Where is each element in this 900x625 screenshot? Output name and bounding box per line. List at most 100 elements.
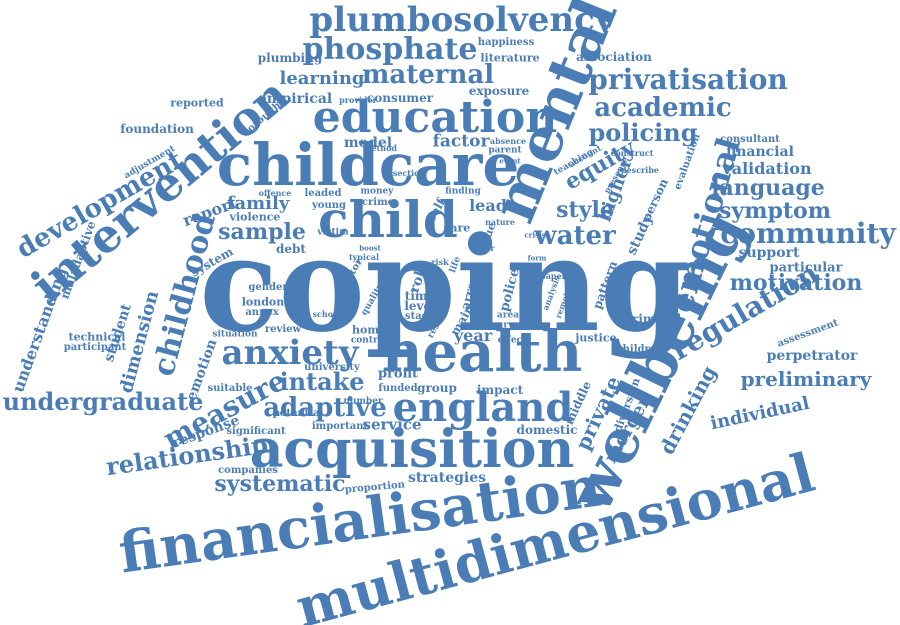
cloud-word-strategies: strategies <box>407 470 487 486</box>
cloud-word-london: london <box>241 295 285 309</box>
cloud-word-perpetrator: perpetrator <box>766 348 858 364</box>
cloud-word-reported: reported <box>170 96 224 110</box>
cloud-word-gender: gender <box>248 282 288 293</box>
cloud-word-section: section <box>392 168 426 178</box>
cloud-word-validation: validation <box>722 159 812 178</box>
cloud-word-england: england <box>392 384 574 431</box>
cloud-word-construct: construct <box>610 148 654 158</box>
cloud-word-leaded: leaded <box>304 188 342 199</box>
cloud-word-year: year <box>453 326 493 345</box>
cloud-word-parent: parent <box>488 145 522 156</box>
cloud-word-plumbing: plumbing <box>257 51 323 65</box>
cloud-word-technical: technical <box>68 330 126 344</box>
cloud-word-absence: absence <box>489 136 527 146</box>
cloud-word-school: school <box>312 309 342 319</box>
cloud-word-group: group <box>417 381 457 395</box>
cloud-word-adaptive: adaptive <box>263 393 387 423</box>
cloud-word-water: water <box>534 221 616 251</box>
cloud-word-companies: companies <box>218 465 278 476</box>
cloud-word-participant: participant <box>63 342 127 353</box>
cloud-word-support: support <box>738 245 800 261</box>
cloud-word-money: money <box>360 186 394 197</box>
cloud-word-stage: stage <box>404 311 436 322</box>
cloud-word-particular: particular <box>769 260 843 276</box>
cloud-word-learning: learning <box>279 68 365 89</box>
cloud-word-preliminary: preliminary <box>740 367 872 391</box>
cloud-word-university: university <box>304 362 360 373</box>
cloud-word-victim: victim <box>317 227 349 238</box>
cloud-word-happiness: happiness <box>477 37 535 48</box>
cloud-word-model: model <box>343 135 393 151</box>
cloud-word-style: style <box>556 197 614 223</box>
cloud-word-impact: impact <box>476 383 524 397</box>
cloud-word-privatisation: privatisation <box>588 63 788 96</box>
cloud-word-boost: boost <box>359 243 381 253</box>
cloud-word-assessment: assessment <box>775 317 840 350</box>
cloud-word-area: area <box>496 310 520 321</box>
cloud-word-domestic: domestic <box>516 423 578 437</box>
cloud-word-provider: provider <box>339 95 377 105</box>
cloud-word-risk: risk <box>431 257 449 267</box>
cloud-word-home: home <box>352 323 386 337</box>
cloud-word-service: service <box>362 415 422 434</box>
cloud-word-form: form <box>527 253 547 263</box>
cloud-word-significant: significant <box>226 426 286 437</box>
cloud-word-situation: situation <box>212 329 258 340</box>
cloud-word-describe: describe <box>621 165 659 175</box>
cloud-word-education: education <box>312 92 558 143</box>
cloud-word-crisis: crisis <box>524 230 546 240</box>
cloud-word-typical: typical <box>348 252 380 262</box>
cloud-word-control: control <box>350 335 388 346</box>
cloud-word-coping: coping <box>199 208 691 361</box>
cloud-word-motivation: motivation <box>729 270 863 296</box>
cloud-word-factor: factor <box>432 131 490 152</box>
cloud-word-profit: profit <box>377 366 419 382</box>
cloud-word-maternal: maternal <box>361 60 495 90</box>
cloud-word-consultant: consultant <box>720 134 780 145</box>
cloud-word-association: association <box>576 50 652 64</box>
cloud-word-plumbosolvency: plumbosolvency <box>309 0 615 40</box>
cloud-word-funded: funded <box>378 383 418 394</box>
cloud-word-paper: paper <box>540 271 566 281</box>
cloud-word-undergraduate: undergraduate <box>2 387 204 416</box>
cloud-word-consumer: consumer <box>366 91 434 105</box>
cloud-word-anxiety: anxiety <box>221 333 359 373</box>
cloud-word-young: young <box>311 200 347 211</box>
cloud-word-important: important <box>311 421 369 432</box>
cloud-word-crime: crime <box>361 197 395 208</box>
cloud-word-time: time <box>404 289 436 303</box>
cloud-word-systematic: systematic <box>214 471 346 497</box>
cloud-word-finding: finding <box>445 186 481 197</box>
cloud-word-individual: individual <box>708 392 812 435</box>
cloud-word-academic: academic <box>594 93 732 123</box>
cloud-word-violence: violence <box>229 210 281 224</box>
cloud-word-family: family <box>226 193 290 214</box>
cloud-word-sample: sample <box>218 219 306 245</box>
cloud-word-symptom: symptom <box>719 198 831 224</box>
cloud-word-community: community <box>720 217 896 250</box>
cloud-word-care: care <box>443 221 471 235</box>
cloud-word-exposure: exposure <box>468 84 530 98</box>
cloud-word-level: level <box>404 299 436 313</box>
cloud-word-policing: policing <box>588 118 698 147</box>
cloud-word-childcare: childcare <box>216 131 520 199</box>
cloud-word-intake: intake <box>279 367 365 396</box>
cloud-word-health: health <box>381 319 583 385</box>
cloud-word-event: event <box>499 156 521 166</box>
cloud-word-phosphate: phosphate <box>302 32 478 67</box>
cloud-word-literature: literature <box>480 51 540 65</box>
cloud-word-financial: financial <box>726 144 794 160</box>
cloud-word-potential: potential <box>272 408 324 419</box>
cloud-word-empirical: empirical <box>257 91 333 107</box>
cloud-word-language: language <box>711 175 825 201</box>
cloud-word-criminal: criminal <box>624 312 682 326</box>
cloud-word-nature: nature <box>485 217 515 227</box>
cloud-word-acquisition: acquisition <box>249 419 575 480</box>
cloud-word-suitable: suitable <box>207 383 253 394</box>
cloud-word-lead: lead <box>469 196 507 215</box>
cloud-word-offer: offer <box>473 243 495 253</box>
cloud-word-foundation: foundation <box>120 122 194 136</box>
cloud-word-debt: debt <box>276 242 306 256</box>
cloud-word-survey: survey <box>491 320 525 331</box>
